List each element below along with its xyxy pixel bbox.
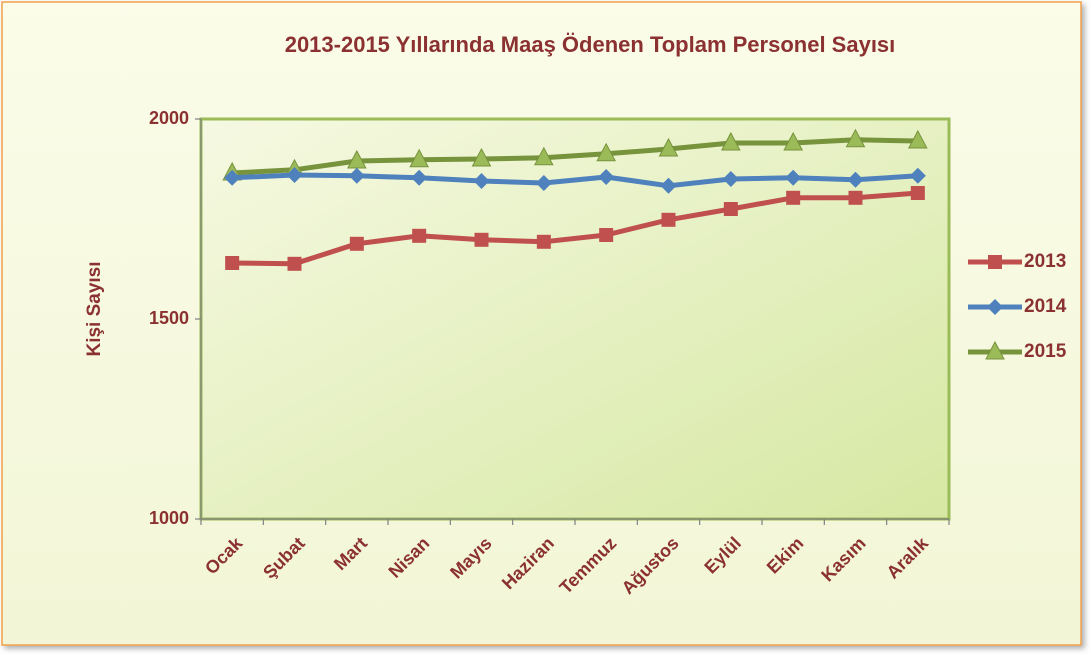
marker bbox=[598, 169, 615, 185]
marker bbox=[471, 147, 492, 167]
marker bbox=[412, 228, 427, 243]
marker bbox=[599, 228, 614, 242]
marker bbox=[785, 169, 802, 186]
y-tick-label: 2000 bbox=[149, 108, 189, 128]
series-line bbox=[232, 190, 919, 267]
series-line bbox=[232, 172, 918, 189]
marker bbox=[661, 212, 676, 227]
marker bbox=[910, 186, 925, 200]
marker bbox=[286, 167, 303, 183]
marker bbox=[985, 340, 1005, 360]
marker bbox=[348, 167, 365, 184]
marker bbox=[411, 169, 428, 186]
marker bbox=[722, 171, 739, 187]
marker bbox=[224, 169, 241, 186]
marker bbox=[723, 202, 738, 216]
marker bbox=[909, 167, 926, 184]
marker bbox=[988, 255, 1002, 269]
y-axis-label: Kişi Sayısı bbox=[84, 261, 105, 356]
marker bbox=[987, 299, 1003, 315]
marker bbox=[847, 171, 864, 188]
legend-label: 2013 bbox=[1024, 251, 1066, 272]
marker bbox=[473, 173, 490, 189]
marker bbox=[474, 232, 489, 247]
marker bbox=[535, 175, 552, 191]
marker bbox=[409, 148, 429, 168]
marker bbox=[848, 190, 863, 205]
marker bbox=[786, 190, 801, 205]
y-tick-label: 1000 bbox=[149, 508, 189, 528]
chart-title: 2013-2015 Yıllarında Maaş Ödenen Toplam … bbox=[285, 32, 896, 57]
marker bbox=[658, 137, 679, 157]
legend-label: 2015 bbox=[1024, 341, 1067, 362]
marker bbox=[349, 236, 364, 251]
marker bbox=[287, 256, 302, 271]
marker bbox=[908, 129, 928, 149]
marker bbox=[534, 146, 554, 166]
marker bbox=[225, 256, 240, 270]
marker bbox=[536, 234, 551, 249]
marker bbox=[660, 177, 677, 194]
y-tick-label: 1500 bbox=[149, 308, 189, 328]
legend-label: 2014 bbox=[1024, 296, 1067, 317]
series-line bbox=[232, 137, 918, 176]
marker bbox=[783, 131, 803, 151]
marker bbox=[721, 131, 741, 151]
marker bbox=[845, 128, 866, 148]
plot-background bbox=[199, 117, 951, 521]
marker bbox=[596, 142, 616, 162]
